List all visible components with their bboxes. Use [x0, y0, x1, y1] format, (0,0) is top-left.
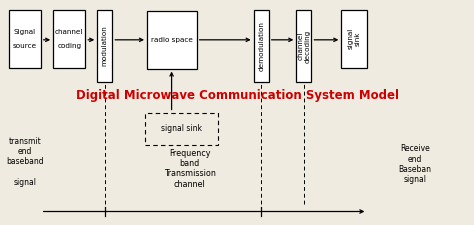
Text: channel
decoding: channel decoding [297, 29, 310, 63]
Bar [97, 10, 112, 82]
Text: channel

coding: channel coding [55, 29, 83, 49]
Text: signal sink: signal sink [161, 124, 202, 133]
Bar [145, 112, 218, 145]
Bar [9, 10, 41, 68]
Bar [254, 10, 269, 82]
Bar [341, 10, 367, 68]
Text: Signal

source: Signal source [13, 29, 36, 49]
Text: Receive
end
Baseban
signal: Receive end Baseban signal [398, 144, 431, 184]
Text: transmit
end
baseband

signal: transmit end baseband signal [6, 137, 44, 187]
Text: radio space: radio space [151, 37, 193, 43]
Bar [147, 11, 197, 69]
Text: demodulation: demodulation [258, 21, 264, 71]
Text: modulation: modulation [102, 26, 108, 67]
Bar [296, 10, 311, 82]
Text: signal
sink: signal sink [348, 28, 361, 50]
Text: Digital Microwave Communication System Model: Digital Microwave Communication System M… [75, 89, 399, 102]
Bar [53, 10, 85, 68]
Text: Frequency
band
Transmission
channel: Frequency band Transmission channel [164, 149, 216, 189]
